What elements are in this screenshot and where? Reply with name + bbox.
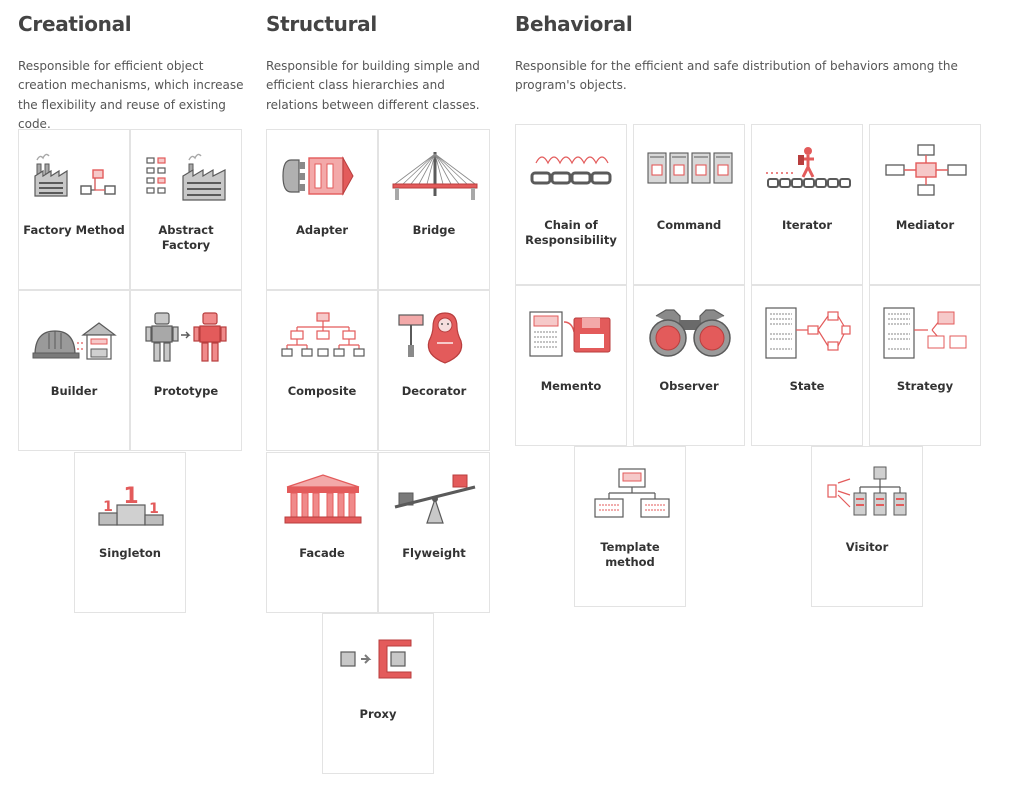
pattern-label: Builder [50, 384, 98, 398]
pattern-card-mediator[interactable]: Mediator [869, 124, 981, 285]
strategy-icon [882, 304, 970, 362]
pattern-label: Memento [540, 379, 602, 393]
floppy-icon [528, 304, 616, 362]
pattern-label: Mediator [895, 218, 955, 232]
pattern-card-state[interactable]: State [751, 285, 863, 446]
state-icon [764, 304, 852, 362]
pattern-label: Bridge [412, 223, 456, 237]
pattern-label: Decorator [401, 384, 467, 398]
pattern-card-prototype[interactable]: Prototype [130, 290, 242, 451]
pattern-label: Template method [600, 540, 660, 569]
pattern-card-facade[interactable]: Facade [266, 452, 378, 613]
svg-text:1: 1 [149, 501, 159, 517]
template-icon [587, 465, 675, 523]
pattern-label: Factory Method [23, 223, 125, 237]
pattern-card-abstract-factory[interactable]: Abstract Factory [130, 129, 242, 290]
pattern-card-builder[interactable]: Builder [18, 290, 130, 451]
prototype-robot-icon [143, 309, 231, 367]
pattern-label: Prototype [153, 384, 219, 398]
pattern-card-composite[interactable]: Composite [266, 290, 378, 451]
pattern-card-template-method[interactable]: Template method [574, 446, 686, 607]
pattern-card-singleton[interactable]: 1 1 1 Singleton [74, 452, 186, 613]
binoculars-icon [646, 304, 734, 362]
building-facade-icon [279, 471, 367, 529]
category-title: Creational [18, 12, 132, 36]
pattern-label: Proxy [359, 707, 397, 721]
svg-text:1: 1 [123, 484, 138, 509]
category-description: Responsible for building simple and effi… [266, 59, 480, 112]
pattern-label: Composite [287, 384, 357, 398]
tree-icon [279, 309, 367, 367]
svg-text:1: 1 [103, 499, 113, 515]
pattern-card-proxy[interactable]: Proxy [322, 613, 434, 774]
podium-icon: 1 1 1 [87, 471, 175, 529]
proxy-icon [335, 632, 423, 690]
command-icon [646, 143, 734, 201]
builder-icon [31, 309, 119, 367]
pattern-label: Observer [659, 379, 719, 393]
matryoshka-icon [391, 309, 479, 367]
pattern-card-command[interactable]: Command [633, 124, 745, 285]
pattern-card-bridge[interactable]: Bridge [378, 129, 490, 290]
iterator-icon [764, 143, 852, 201]
pattern-label: Strategy [896, 379, 954, 393]
pattern-card-factory-method[interactable]: Factory Method [18, 129, 130, 290]
category-title: Structural [266, 12, 377, 36]
pattern-label: Singleton [99, 546, 161, 560]
visitor-icon [824, 465, 912, 523]
pattern-card-chain-of-responsibility[interactable]: Chain of Responsibility [515, 124, 627, 285]
chain-icon [528, 143, 616, 201]
pattern-label: Abstract Factory [158, 223, 214, 252]
abstract-factory-icon [143, 148, 231, 206]
pattern-label: Command [656, 218, 722, 232]
pattern-card-memento[interactable]: Memento [515, 285, 627, 446]
pattern-card-observer[interactable]: Observer [633, 285, 745, 446]
category-description: Responsible for efficient object creatio… [18, 59, 244, 132]
seesaw-icon [391, 471, 479, 529]
category-title: Behavioral [515, 12, 633, 36]
pattern-label: Adapter [295, 223, 349, 237]
pattern-card-adapter[interactable]: Adapter [266, 129, 378, 290]
category-description: Responsible for the efficient and safe d… [515, 59, 958, 93]
pattern-label: Chain of Responsibility [525, 218, 617, 247]
bridge-icon [391, 148, 479, 206]
pattern-card-iterator[interactable]: Iterator [751, 124, 863, 285]
pattern-label: Facade [299, 546, 345, 560]
mediator-icon [882, 143, 970, 201]
factory-icon [31, 148, 119, 206]
pattern-card-strategy[interactable]: Strategy [869, 285, 981, 446]
adapter-icon [279, 148, 367, 206]
pattern-card-decorator[interactable]: Decorator [378, 290, 490, 451]
pattern-label: Iterator [781, 218, 833, 232]
pattern-card-flyweight[interactable]: Flyweight [378, 452, 490, 613]
pattern-card-visitor[interactable]: Visitor [811, 446, 923, 607]
pattern-label: Visitor [845, 540, 889, 554]
pattern-label: State [789, 379, 825, 393]
pattern-label: Flyweight [402, 546, 466, 560]
